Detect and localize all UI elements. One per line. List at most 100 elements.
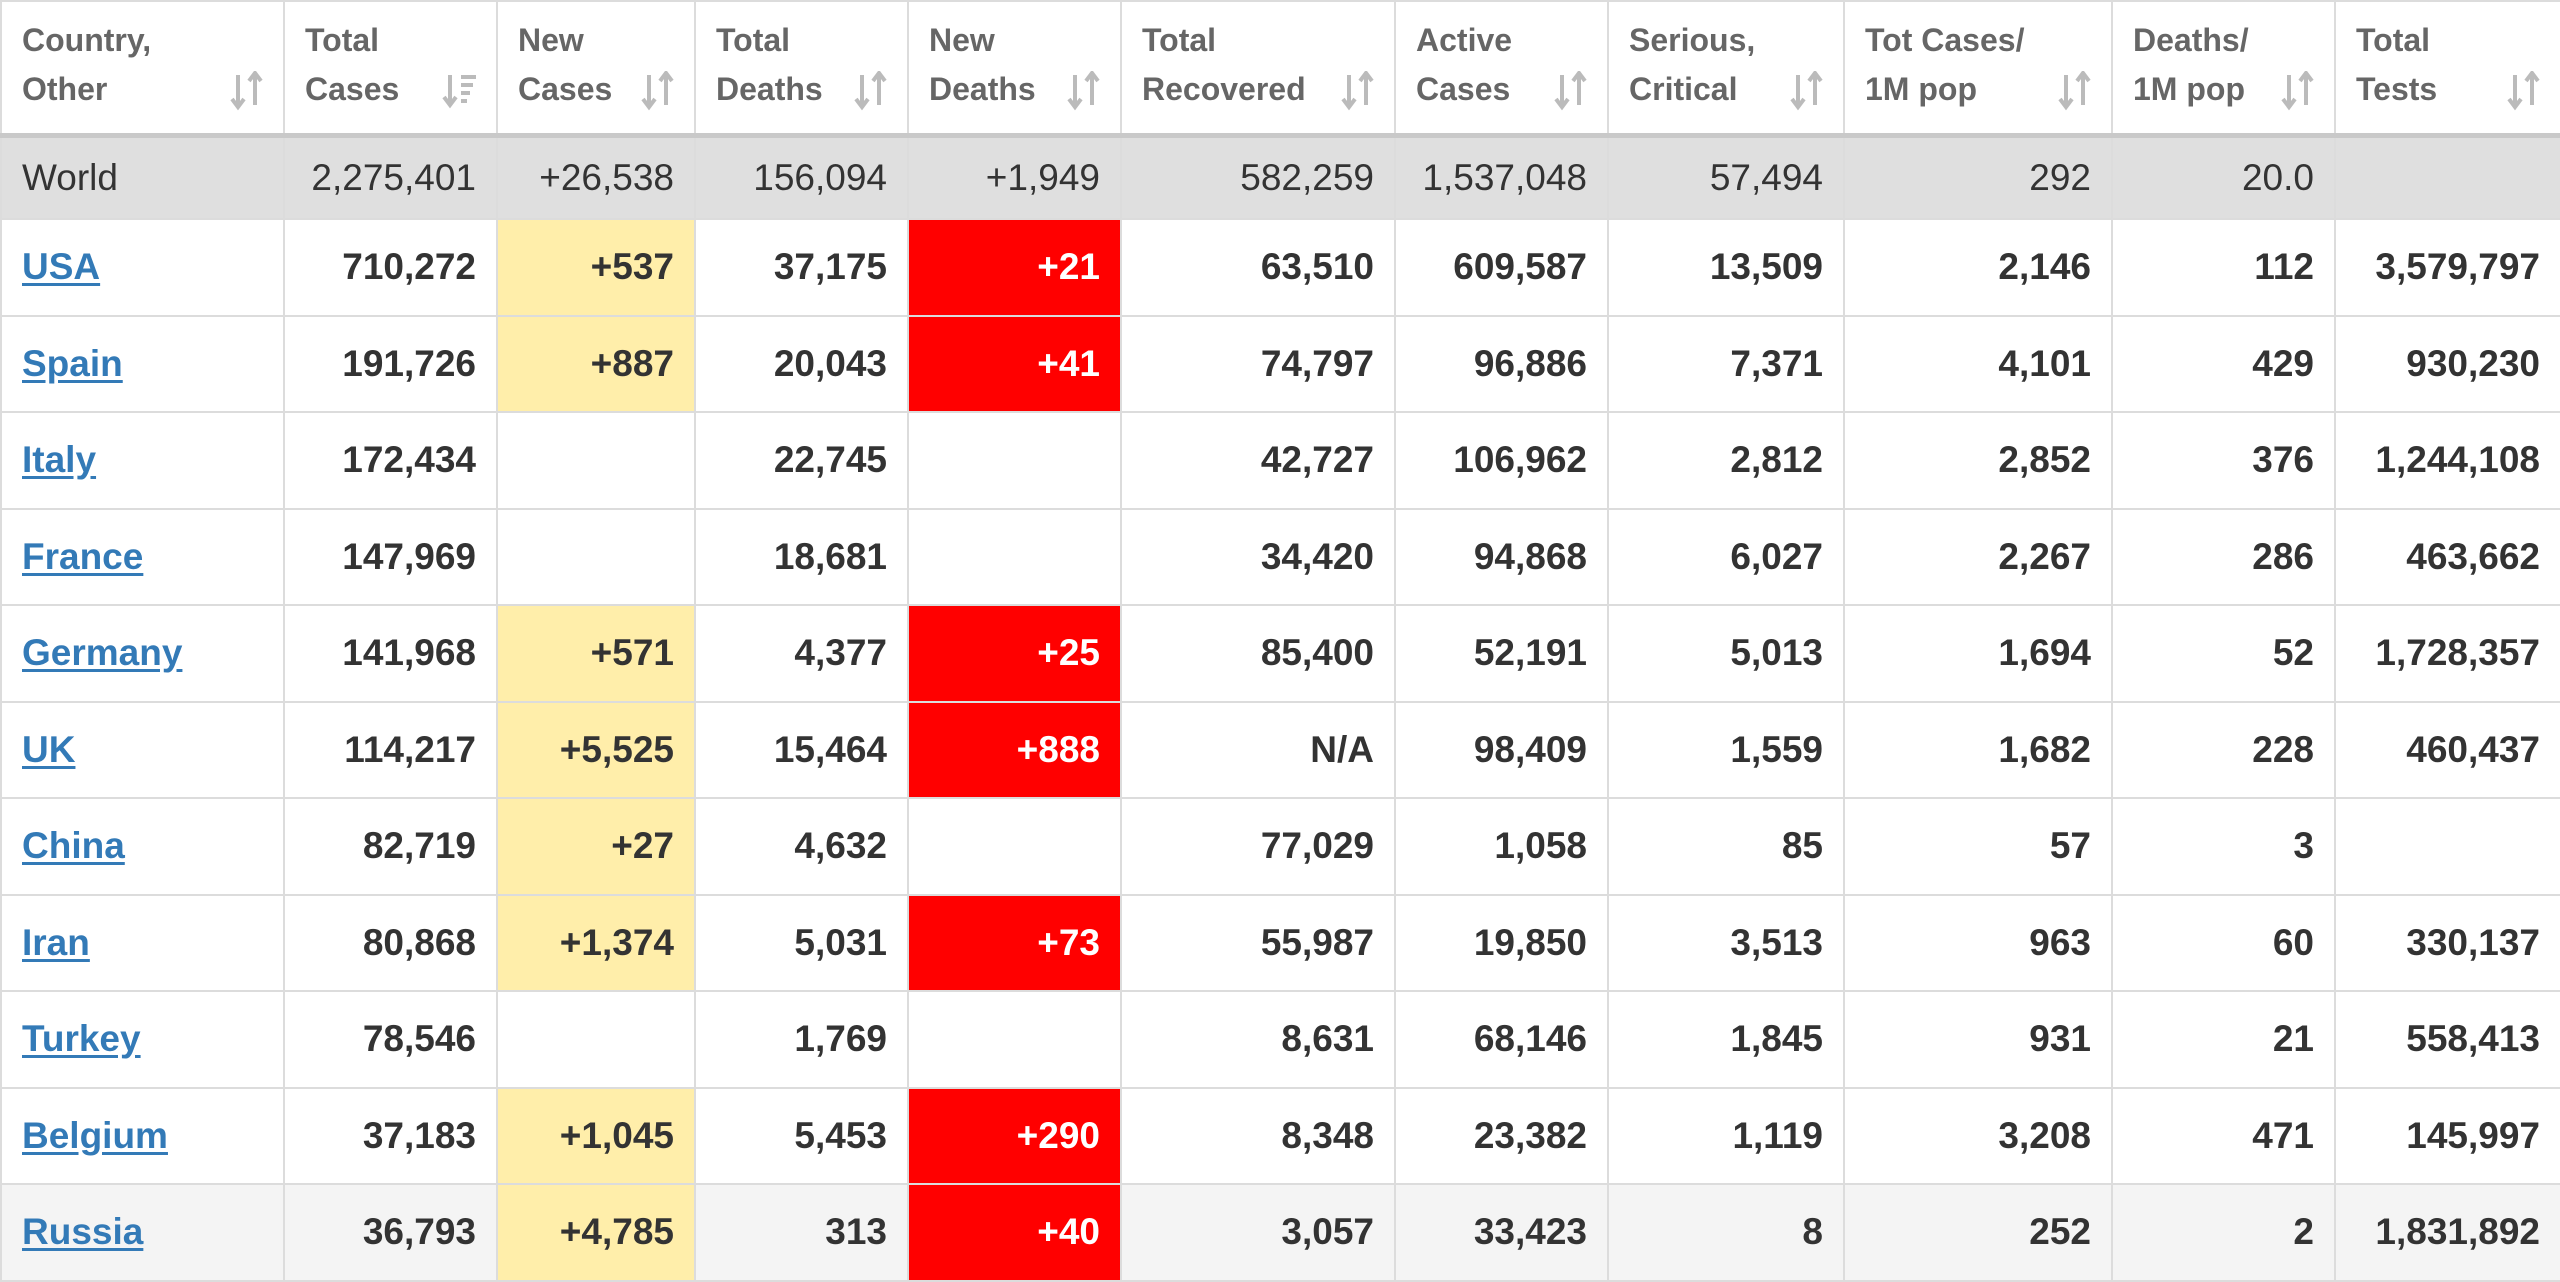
cell-total-cases: 36,793	[283, 1183, 498, 1282]
cell-serious-critical: 1,559	[1607, 700, 1845, 799]
sort-icon[interactable]	[1066, 70, 1102, 111]
cell-deaths-per-1m: 3	[2111, 797, 2336, 896]
country-link[interactable]: Italy	[22, 439, 97, 481]
cell-deaths-per-1m: 429	[2111, 314, 2336, 413]
column-header-label-line1: Deaths/	[2133, 22, 2249, 58]
cell-country: Turkey	[0, 990, 285, 1089]
cell-new-deaths	[907, 990, 1122, 1089]
column-header-total-tests[interactable]: Total Tests	[2334, 0, 2560, 138]
cell-deaths-per-1m: 228	[2111, 700, 2336, 799]
column-header-new-deaths[interactable]: New Deaths	[907, 0, 1122, 138]
cell-serious-critical: 6,027	[1607, 507, 1845, 606]
cell-total-deaths: 22,745	[694, 411, 909, 510]
country-link[interactable]: Russia	[22, 1211, 144, 1253]
sort-icon[interactable]	[2506, 70, 2542, 111]
table-row: China 82,719 +27 4,632 77,029 1,058 85 57 3	[0, 797, 2560, 896]
cell-tot-cases-per-1m: 2,146	[1843, 218, 2113, 317]
column-header-total-cases[interactable]: Total Cases	[283, 0, 498, 138]
cell-deaths-per-1m: 21	[2111, 990, 2336, 1089]
column-header-total-recovered[interactable]: Total Recovered	[1120, 0, 1396, 138]
country-link[interactable]: UK	[22, 728, 76, 770]
cell-serious-critical: 5,013	[1607, 604, 1845, 703]
cell-active-cases: 106,962	[1394, 411, 1609, 510]
cell-new-deaths: +41	[907, 314, 1122, 413]
table-header-row: Country, Other Total Cases New Cases Total Deat…	[0, 0, 2560, 138]
column-header-label-line2: Cases	[518, 71, 613, 107]
country-link[interactable]: China	[22, 825, 125, 867]
cell-serious-critical: 13,509	[1607, 218, 1845, 317]
cell-country: Italy	[0, 411, 285, 510]
column-header-label-line2: Critical	[1629, 71, 1738, 107]
sort-icon[interactable]	[640, 70, 676, 111]
column-header-label-line1: Total	[716, 22, 791, 58]
column-header-tot-cases-per-1m[interactable]: Tot Cases/1M pop	[1843, 0, 2113, 138]
cell-new-deaths	[907, 797, 1122, 896]
column-header-label-line2: Tests	[2356, 71, 2438, 107]
column-header-label-line2: Cases	[305, 71, 400, 107]
column-header-label-line2: 1M pop	[2133, 71, 2245, 107]
cell-total-cases: 710,272	[283, 218, 498, 317]
cell-total-recovered: 85,400	[1120, 604, 1396, 703]
cell-country: Belgium	[0, 1086, 285, 1185]
cell-new-cases	[496, 990, 696, 1089]
sort-icon[interactable]	[1789, 70, 1825, 111]
cell-deaths-per-1m: 52	[2111, 604, 2336, 703]
sort-icon[interactable]	[853, 70, 889, 111]
cell-tot-cases-per-1m: 292	[1843, 134, 2113, 220]
column-header-deaths-per-1m[interactable]: Deaths/1M pop	[2111, 0, 2336, 138]
cell-total-recovered: N/A	[1120, 700, 1396, 799]
cell-country: China	[0, 797, 285, 896]
cell-total-deaths: 4,377	[694, 604, 909, 703]
cell-total-deaths: 18,681	[694, 507, 909, 606]
cell-serious-critical: 2,812	[1607, 411, 1845, 510]
cell-total-deaths: 15,464	[694, 700, 909, 799]
country-link[interactable]: Iran	[22, 921, 90, 963]
column-header-serious-critical[interactable]: Serious, Critical	[1607, 0, 1845, 138]
sort-icon[interactable]	[229, 70, 265, 111]
cell-deaths-per-1m: 286	[2111, 507, 2336, 606]
column-header-label-line1: New	[518, 22, 584, 58]
cell-deaths-per-1m: 2	[2111, 1183, 2336, 1282]
cell-active-cases: 52,191	[1394, 604, 1609, 703]
cell-new-cases: +5,525	[496, 700, 696, 799]
column-header-country[interactable]: Country, Other	[0, 0, 285, 138]
country-link[interactable]: France	[22, 535, 144, 577]
column-header-total-deaths[interactable]: Total Deaths	[694, 0, 909, 138]
cell-new-deaths: +73	[907, 893, 1122, 992]
cell-total-tests: 145,997	[2334, 1086, 2560, 1185]
column-header-active-cases[interactable]: Active Cases	[1394, 0, 1609, 138]
column-header-label-line2: Recovered	[1142, 71, 1306, 107]
cell-tot-cases-per-1m: 931	[1843, 990, 2113, 1089]
cell-total-tests: 1,728,357	[2334, 604, 2560, 703]
sort-icon[interactable]	[2280, 70, 2316, 111]
cell-new-deaths: +888	[907, 700, 1122, 799]
cell-country: World	[0, 134, 285, 220]
country-link[interactable]: Belgium	[22, 1114, 168, 1156]
table-row: Russia 36,793 +4,785 313 +40 3,057 33,423 8 252 2…	[0, 1183, 2560, 1282]
column-header-new-cases[interactable]: New Cases	[496, 0, 696, 138]
cell-active-cases: 94,868	[1394, 507, 1609, 606]
cell-total-tests: 3,579,797	[2334, 218, 2560, 317]
column-header-label-line1: Total	[1142, 22, 1217, 58]
cell-total-recovered: 582,259	[1120, 134, 1396, 220]
cell-total-tests: 463,662	[2334, 507, 2560, 606]
country-link[interactable]: Spain	[22, 342, 123, 384]
cell-total-cases: 82,719	[283, 797, 498, 896]
cell-total-tests	[2334, 134, 2560, 220]
cell-new-cases: +1,045	[496, 1086, 696, 1185]
country-link[interactable]: Germany	[22, 632, 183, 674]
sort-icon[interactable]	[2057, 70, 2093, 111]
cell-country: Germany	[0, 604, 285, 703]
cell-tot-cases-per-1m: 1,682	[1843, 700, 2113, 799]
sort-icon[interactable]	[1553, 70, 1589, 111]
cell-serious-critical: 7,371	[1607, 314, 1845, 413]
sort-icon[interactable]	[1340, 70, 1376, 111]
cell-total-tests: 1,831,892	[2334, 1183, 2560, 1282]
sort-desc-icon[interactable]	[442, 71, 478, 111]
country-link[interactable]: USA	[22, 246, 101, 288]
table-row: UK 114,217 +5,525 15,464 +888 N/A 98,409 1,559 1…	[0, 700, 2560, 799]
column-header-label-line1: Active	[1416, 22, 1513, 58]
country-link[interactable]: Turkey	[22, 1018, 141, 1060]
cell-deaths-per-1m: 20.0	[2111, 134, 2336, 220]
